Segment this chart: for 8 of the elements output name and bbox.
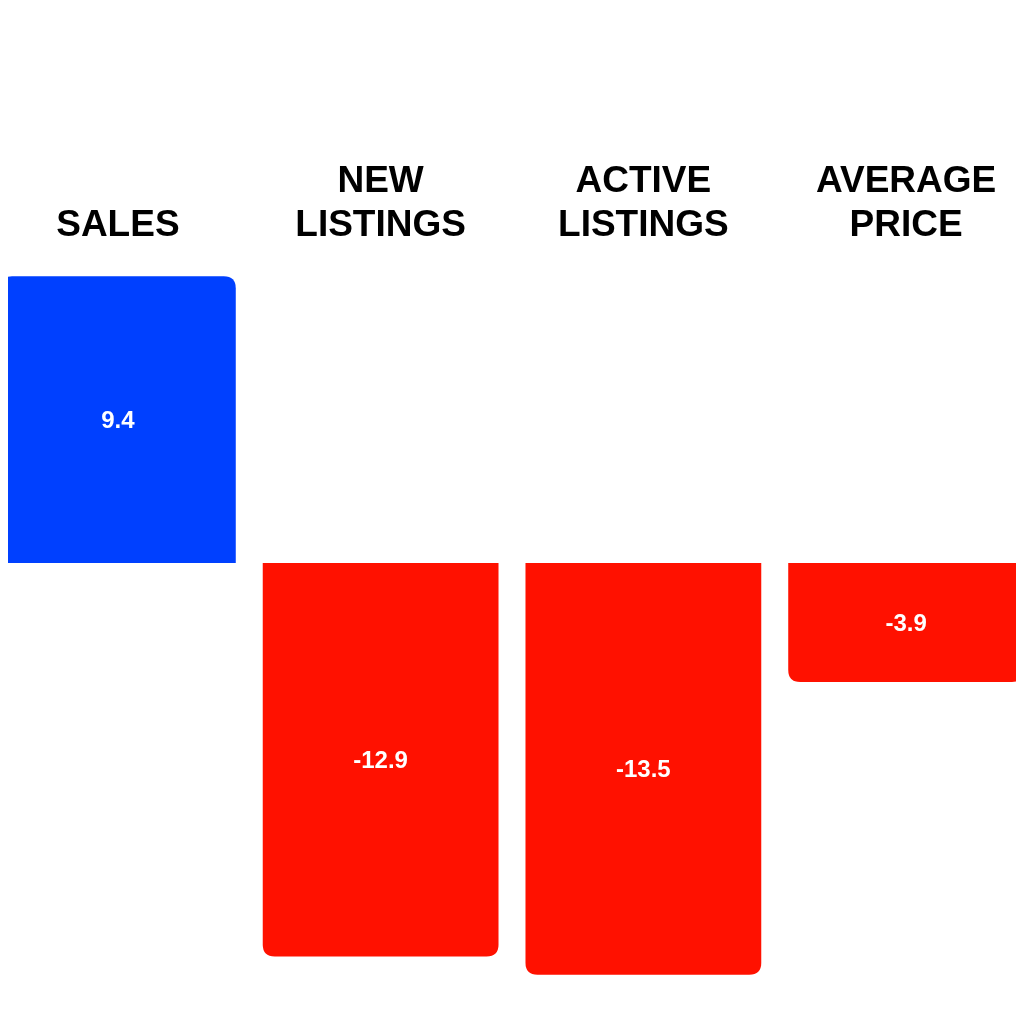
data-label: -3.9 xyxy=(885,608,927,636)
x-tick-label: AVERAGE PRICE xyxy=(816,159,997,244)
x-tick-label: NEW LISTINGS xyxy=(295,159,466,244)
data-label: 9.4 xyxy=(101,406,136,434)
x-tick-label: ACTIVE LISTINGS xyxy=(558,159,729,244)
data-label: -13.5 xyxy=(616,755,671,783)
x-tick-label: SALES xyxy=(56,203,180,244)
data-label: -12.9 xyxy=(353,746,408,774)
